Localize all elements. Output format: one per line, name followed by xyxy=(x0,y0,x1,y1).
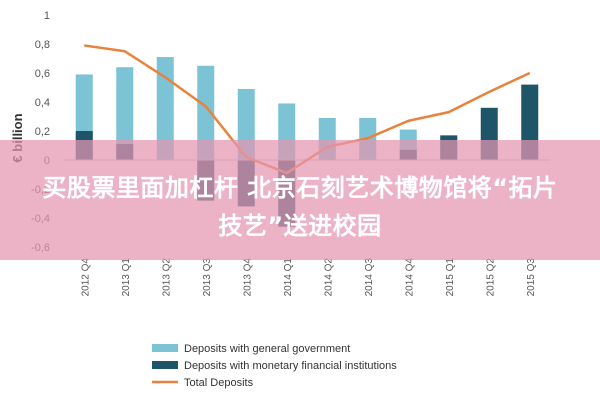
x-tick-label: 2014 Q3 xyxy=(364,258,375,297)
x-tick-label: 2014 Q1 xyxy=(283,258,294,297)
bar-general-government xyxy=(197,65,215,160)
x-tick-label: 2015 Q2 xyxy=(485,258,496,297)
banner-text-line-1: 买股票里面加杠杆 北京石刻艺术博物馆将“拓片 xyxy=(42,174,558,202)
x-tick-label: 2014 Q2 xyxy=(323,258,334,297)
legend-label: Deposits with monetary financial institu… xyxy=(184,360,397,372)
x-tick-label: 2015 Q1 xyxy=(445,258,456,297)
x-tick-label: 2013 Q3 xyxy=(202,258,213,297)
y-tick-label: 0,6 xyxy=(35,68,50,80)
y-tick-label: 0,4 xyxy=(35,97,50,109)
x-tick-label: 2013 Q2 xyxy=(161,258,172,297)
x-axis: 2012 Q4 2013 Q1 2013 Q2 2013 Q3 2013 Q4 2014 … xyxy=(80,258,537,297)
x-tick-label: 2014 Q4 xyxy=(404,258,415,297)
x-tick-label: 2013 Q4 xyxy=(242,258,253,297)
y-tick-label: 1 xyxy=(44,10,50,22)
legend: Deposits with general government Deposits… xyxy=(152,343,397,389)
legend-swatch xyxy=(152,361,178,369)
x-tick-label: 2013 Q1 xyxy=(121,258,132,297)
legend-label: Deposits with general government xyxy=(184,343,350,355)
x-tick-label: 2015 Q3 xyxy=(526,258,537,297)
bar-general-government xyxy=(156,57,174,160)
watermark-banner xyxy=(0,140,600,260)
y-tick-label: 0,2 xyxy=(35,126,50,138)
legend-label: Total Deposits xyxy=(184,377,254,389)
banner-text-line-2: 技艺”送进校园 xyxy=(218,212,382,240)
y-tick-label: 0,8 xyxy=(35,39,50,51)
legend-swatch xyxy=(152,344,178,352)
x-tick-label: 2012 Q4 xyxy=(80,258,91,297)
bar-general-government xyxy=(116,67,134,160)
